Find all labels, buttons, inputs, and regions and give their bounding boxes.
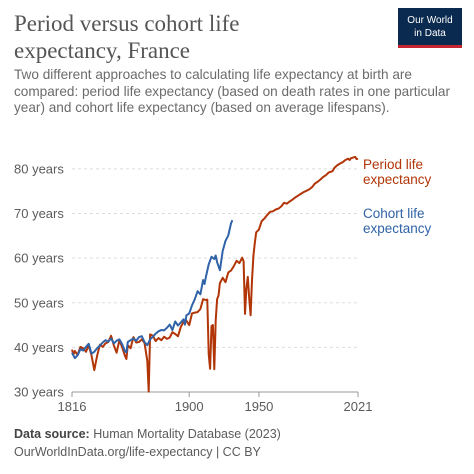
x-tick-label: 1950 (244, 399, 273, 414)
series-label: Period life (363, 157, 423, 172)
y-tick-label: 70 years (14, 206, 64, 221)
logo-line-2: in Data (414, 28, 446, 39)
y-tick-label: 80 years (14, 161, 64, 176)
x-tick-label: 1816 (58, 399, 87, 414)
series-label: expectancy (363, 172, 432, 187)
data-source-line: Data source: Human Mortality Database (2… (14, 425, 464, 443)
y-tick-label: 30 years (14, 385, 64, 400)
footer: Data source: Human Mortality Database (2… (14, 425, 464, 461)
y-tick-label: 60 years (14, 251, 64, 266)
data-source-label: Data source: (14, 427, 90, 441)
chart-subtitle: Two different approaches to calculating … (14, 67, 451, 115)
series-label: Cohort life (363, 206, 425, 221)
series-lines (71, 155, 359, 393)
logo-line-1: Our World (407, 15, 453, 26)
data-source-text[interactable]: Human Mortality Database (2023) (93, 427, 281, 441)
chart-title-line-2: expectancy, France (14, 38, 191, 63)
chart-title-line-1: Period versus cohort life (14, 11, 240, 36)
x-tick-label: 2021 (344, 399, 373, 414)
series-line-period[interactable] (71, 155, 359, 393)
y-tick-label: 40 years (14, 340, 64, 355)
x-tick-label: 1900 (175, 399, 204, 414)
y-axis-ticks: 30 years 40 years 50 years 60 years 70 years… (14, 161, 64, 399)
series-label: expectancy (363, 221, 432, 236)
series-line-cohort[interactable] (71, 219, 234, 360)
x-axis-ticks: 1816 1900 1950 2021 (58, 392, 373, 414)
footer-url[interactable]: OurWorldInData.org/life-expectancy | CC … (14, 445, 261, 459)
chart-title: Period versus cohort life expectancy, Fr… (14, 10, 384, 64)
y-tick-label: 50 years (14, 295, 64, 310)
owid-logo[interactable]: Our World in Data (398, 8, 462, 48)
